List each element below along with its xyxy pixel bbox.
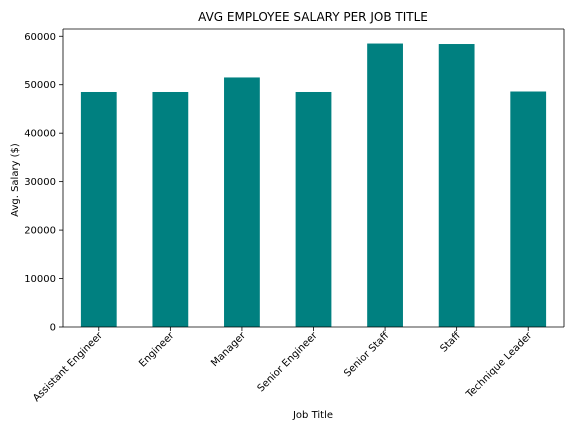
x-axis-label: Job Title	[292, 410, 333, 421]
x-tick-label: Senior Staff	[342, 330, 392, 380]
y-axis-label: Avg. Salary ($)	[10, 143, 21, 217]
x-tick-label: Manager	[209, 330, 248, 369]
x-tick-label: Staff	[439, 330, 464, 355]
y-tick-label: 30000	[24, 177, 56, 188]
x-tick-label: Senior Engineer	[256, 330, 321, 395]
y-tick-label: 20000	[24, 226, 56, 237]
y-tick-label: 10000	[24, 274, 56, 285]
bar	[367, 43, 403, 327]
x-tick-label: Assistant Engineer	[31, 330, 105, 404]
bar	[295, 91, 332, 327]
y-tick-label: 50000	[24, 80, 56, 91]
y-tick-label: 60000	[24, 32, 56, 43]
y-tick-label: 40000	[24, 129, 56, 140]
bar	[152, 91, 189, 327]
plot-area: 0 10000 20000 30000 40000 50000 60000 Assistant…	[24, 28, 565, 404]
chart-title: AVG EMPLOYEE SALARY PER JOB TITLE	[198, 10, 428, 24]
bar	[80, 91, 117, 327]
x-tick-label: Technique Leader	[464, 330, 535, 401]
bar	[510, 91, 547, 327]
bar	[438, 44, 475, 327]
bar	[224, 77, 260, 327]
y-tick-label: 0	[50, 323, 56, 334]
x-tick-label: Engineer	[137, 330, 177, 370]
